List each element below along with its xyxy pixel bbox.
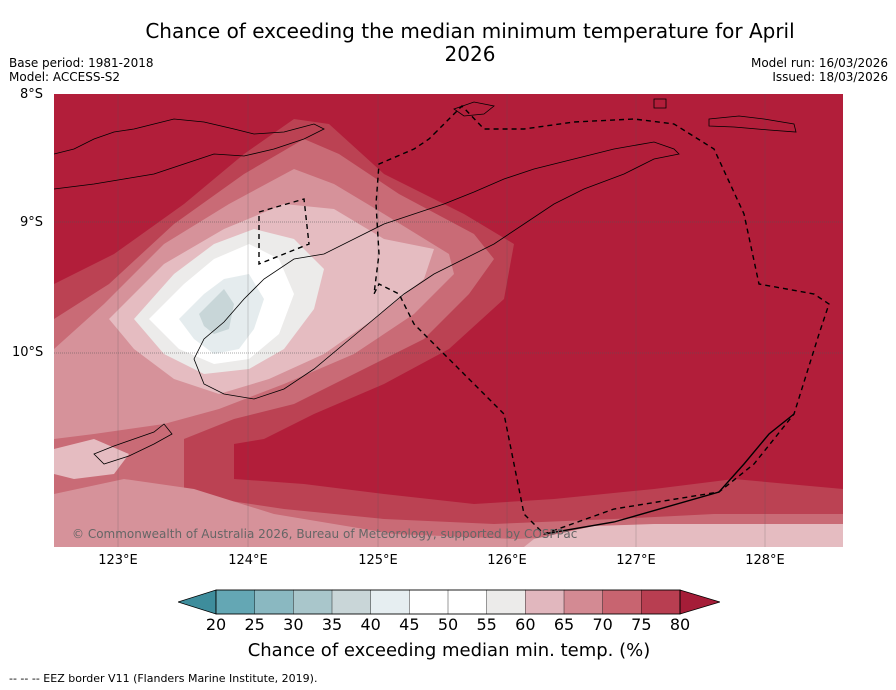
region-60-south — [54, 439, 129, 479]
model-run: Model run: 16/03/2026 — [750, 56, 888, 70]
lat-label-10s: 10°S — [12, 345, 44, 360]
colorbar-extend-high — [679, 589, 720, 615]
lon-label-124e: 124°E — [228, 553, 268, 568]
colorbar-segment — [254, 589, 295, 615]
colorbar-segment — [293, 589, 333, 615]
colorbar-segment — [370, 589, 411, 615]
colorbar-segment — [409, 589, 449, 615]
eez-border-solid — [543, 413, 795, 535]
colorbar-extend-low — [178, 589, 217, 615]
colorbar-tick-label: 50 — [437, 615, 459, 634]
colorbar-tick-label: 25 — [244, 615, 265, 634]
colorbar-tick-label: 75 — [631, 615, 652, 634]
lon-label-127e: 127°E — [616, 553, 656, 568]
colorbar-tick-label: 60 — [515, 615, 536, 634]
lon-label-128e: 128°E — [745, 553, 785, 568]
colorbar-tick-label: 40 — [360, 615, 381, 634]
colorbar-tick-label: 45 — [399, 615, 420, 634]
colorbar-segment — [525, 589, 565, 615]
metadata-right: Model run: 16/03/2026 Issued: 18/03/2026 — [751, 56, 888, 84]
colorbar-segment — [486, 589, 527, 615]
eez-footnote: -- -- -- EEZ border V11 (Flanders Marine… — [9, 672, 318, 685]
coastline-wetar — [453, 98, 797, 133]
lon-label-123e: 123°E — [98, 553, 138, 568]
colorbar-segment — [563, 589, 604, 615]
colorbar-tick-label: 35 — [321, 615, 343, 634]
colorbar-segment — [215, 589, 256, 615]
colorbar-tick-label: 20 — [205, 615, 227, 634]
colorbar-tick-label: 80 — [669, 615, 691, 634]
coastline-timor — [193, 141, 680, 400]
copyright-text: © Commonwealth of Australia 2026, Bureau… — [72, 527, 578, 541]
issued-date: Issued: 18/03/2026 — [772, 70, 888, 84]
lat-label-8s: 8°S — [20, 87, 44, 102]
colorbar-segment — [641, 589, 681, 615]
coastline-flores — [54, 118, 325, 190]
colorbar-segment — [447, 589, 488, 615]
colorbar — [178, 589, 720, 615]
region-40 — [199, 289, 234, 334]
chart-title: Chance of exceeding the median minimum t… — [145, 19, 795, 66]
forecast-map — [54, 94, 843, 547]
lat-label-9s: 9°S — [20, 215, 44, 230]
metadata-left: Base period: 1981-2018 Model: ACCESS-S2 — [9, 56, 154, 84]
colorbar-tick-label: 55 — [476, 615, 497, 634]
colorbar-segment — [602, 589, 643, 615]
region-60-southeast — [524, 524, 843, 547]
colorbar-tick-label: 65 — [553, 615, 575, 634]
colorbar-tick-label: 30 — [283, 615, 304, 634]
colorbar-segment — [331, 589, 372, 615]
colorbar-label: Chance of exceeding median min. temp. (%… — [247, 640, 651, 661]
colorbar-outline — [215, 589, 681, 615]
coastline-rote — [93, 423, 173, 465]
colorbar-tick-label: 70 — [592, 615, 613, 634]
lon-label-126e: 126°E — [487, 553, 527, 568]
eez-border — [258, 104, 830, 535]
lon-label-125e: 125°E — [358, 553, 398, 568]
base-period: Base period: 1981-2018 — [9, 56, 154, 70]
model-name: Model: ACCESS-S2 — [9, 70, 121, 84]
